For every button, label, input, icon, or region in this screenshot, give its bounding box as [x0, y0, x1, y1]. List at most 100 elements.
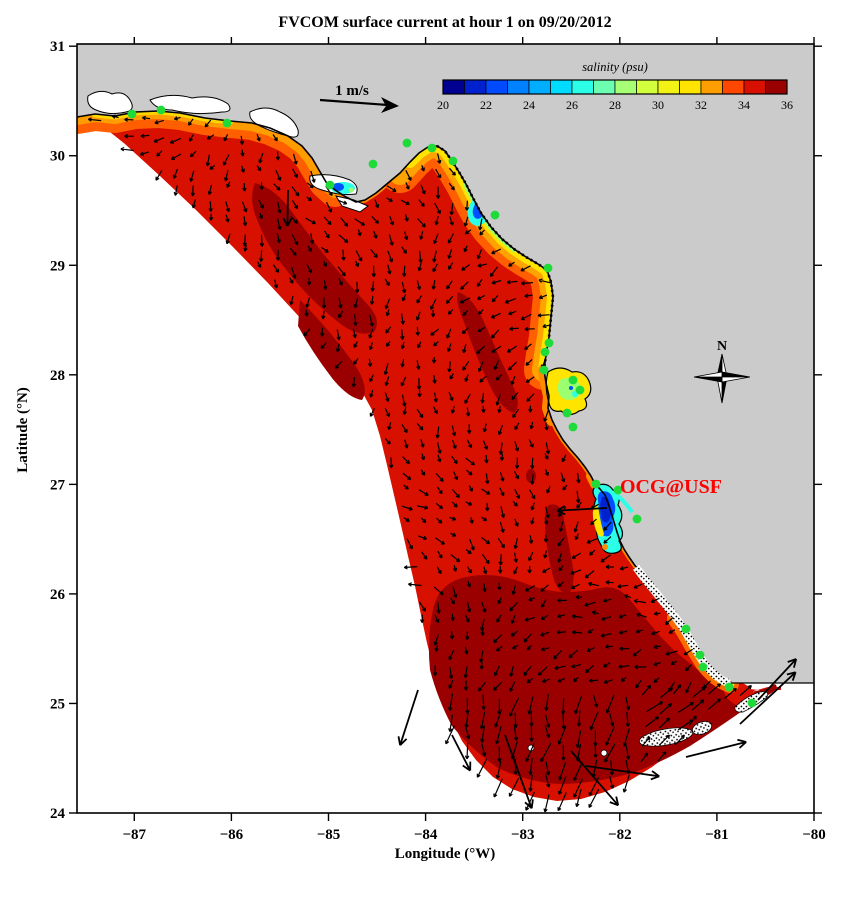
colorbar-segment [464, 79, 487, 95]
station-markers [127, 105, 757, 708]
colorbar-tick-label: 22 [480, 98, 492, 112]
station-dot [562, 408, 572, 418]
apalachicola-plume [331, 182, 355, 194]
colorbar-segment [593, 79, 616, 95]
land-florida [77, 44, 814, 684]
colorbar-tick-label: 32 [695, 98, 707, 112]
colorbar-segment [485, 79, 508, 95]
colorbar-segment [636, 79, 659, 95]
axis-ticks: −87 −86 −85 −84 −83 −82 −81 −80 24 25 26 27 28 29 30 31 [50, 37, 826, 843]
station-dot [632, 514, 642, 524]
station-dot [540, 347, 550, 357]
current-arrows-path [87, 114, 752, 813]
y-tick-label: 24 [50, 806, 66, 822]
station-dot [325, 180, 335, 190]
colorbar-tick-label: 24 [523, 98, 535, 112]
station-dot [127, 109, 137, 119]
station-dot [156, 105, 166, 115]
colorbar-segment [550, 79, 573, 95]
charlotte-harbor [592, 483, 634, 554]
choctawhatchee-bay [149, 94, 231, 115]
colorbar-segment [700, 79, 723, 95]
station-dot [575, 385, 585, 395]
compass-rose: N [693, 339, 751, 404]
ocg-usf-annotation: OCG@USF [620, 476, 722, 498]
axes-frame [76, 43, 815, 814]
station-dot [613, 485, 623, 495]
colorbar-tick-labels: 20 22 24 26 28 30 32 34 36 [437, 98, 793, 112]
map-area [77, 44, 814, 813]
x-tick-label: −82 [608, 827, 632, 843]
ten-thousand-islands [632, 564, 732, 688]
reference-vector: 1 m/s [319, 83, 399, 113]
colorbar-segment [657, 79, 680, 95]
x-tick-label: −83 [511, 827, 535, 843]
station-dot [222, 118, 232, 128]
colorbar-segment [528, 79, 551, 95]
colorbar-tick-label: 20 [437, 98, 449, 112]
colorbar-segment [442, 79, 465, 95]
station-dot [544, 338, 554, 348]
station-dot [568, 422, 578, 432]
colorbar-segment [743, 79, 766, 95]
station-dot [695, 650, 705, 660]
x-tick-label: −80 [802, 827, 826, 843]
colorbar-segment [614, 79, 637, 95]
marsh-coast-fringe [436, 144, 555, 371]
current-vector-field [87, 114, 752, 813]
marquesas [600, 749, 608, 757]
y-tick-label: 25 [50, 696, 65, 712]
station-dot [543, 263, 553, 273]
y-axis-label: Latitude (°N) [15, 387, 31, 473]
lower-keys [639, 727, 693, 747]
station-dot [490, 210, 500, 220]
y-tick-label: 30 [50, 149, 65, 165]
reference-arrow-shaft [319, 98, 389, 107]
y-tick-label: 29 [50, 258, 65, 274]
x-tick-label: −87 [123, 827, 147, 843]
chart-title: FVCOM surface current at hour 1 on 09/20… [278, 14, 611, 31]
x-tick-label: −85 [317, 827, 341, 843]
colorbar-title: salinity (psu) [582, 60, 648, 74]
colorbar: salinity (psu) 20 22 24 26 28 30 32 34 36 [437, 60, 793, 112]
y-tick-label: 31 [50, 39, 65, 55]
colorbar-tick-label: 26 [566, 98, 578, 112]
station-dot [539, 365, 549, 375]
station-dot [724, 682, 734, 692]
colorbar-segment [571, 79, 594, 95]
station-dot [427, 143, 437, 153]
y-tick-label: 26 [50, 587, 66, 603]
station-dot [368, 159, 378, 169]
pensacola-bay [87, 90, 133, 115]
station-dot [568, 375, 578, 385]
station-dot [448, 156, 458, 166]
colorbar-tick-label: 34 [738, 98, 750, 112]
station-dot [698, 662, 708, 672]
y-tick-label: 27 [50, 477, 66, 493]
colorbar-segment [679, 79, 702, 95]
colorbar-segment [722, 79, 745, 95]
colorbar-tick-label: 36 [781, 98, 793, 112]
x-tick-label: −86 [220, 827, 244, 843]
reference-vector-label: 1 m/s [335, 83, 369, 99]
reference-arrow-head [381, 97, 399, 113]
station-dot [681, 624, 691, 634]
compass-point-w-light [693, 371, 723, 378]
station-dot [402, 138, 412, 148]
station-dot [747, 698, 757, 708]
middle-keys [692, 721, 712, 735]
strong-current-vectors [282, 189, 798, 809]
colorbar-tick-label: 30 [652, 98, 664, 112]
x-tick-label: −81 [705, 827, 729, 843]
colorbar-segment [765, 79, 788, 95]
colorbar-segment [507, 79, 530, 95]
x-tick-label: −84 [414, 827, 438, 843]
station-dot [591, 479, 601, 489]
y-tick-label: 28 [50, 368, 65, 384]
colorbar-tick-label: 28 [609, 98, 621, 112]
colorbar-border [442, 79, 788, 95]
x-axis-label: Longitude (°W) [395, 846, 496, 862]
strong-current-arrows-path [282, 189, 798, 809]
